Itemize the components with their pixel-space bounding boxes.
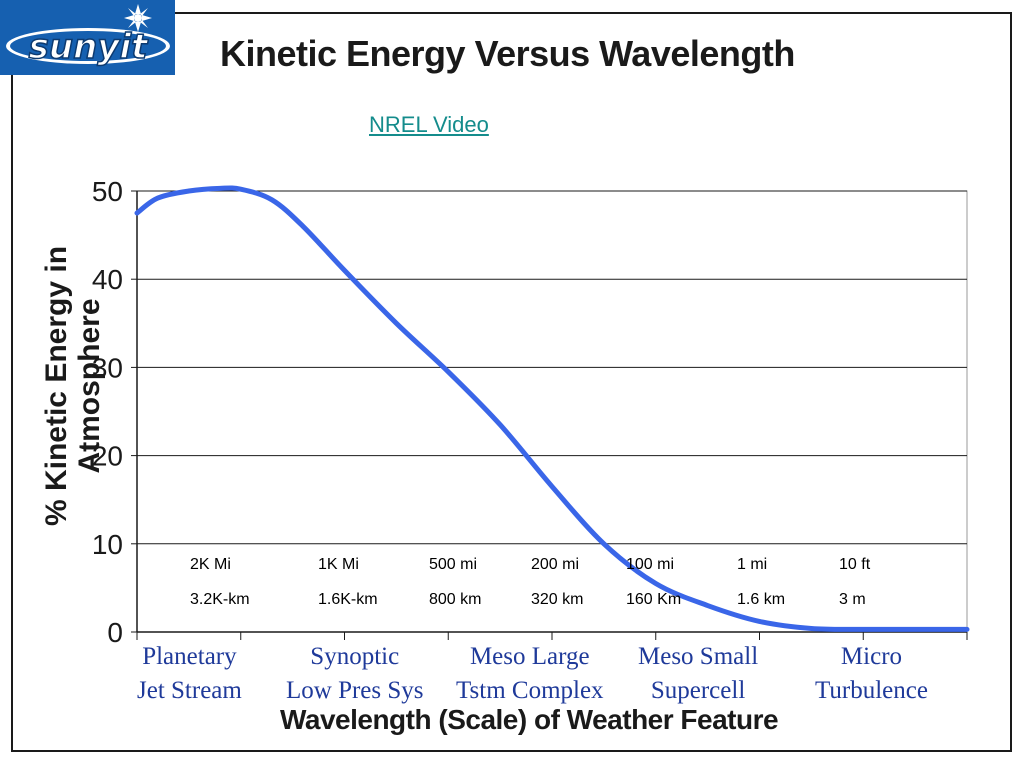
scale-km-label: 3 m xyxy=(839,591,866,608)
scale-mile-label: 100 mi xyxy=(626,556,675,573)
scale-mile-label: 2K Mi xyxy=(190,556,231,573)
category-name: Meso Large xyxy=(469,643,590,670)
scale-mile-label: 200 mi xyxy=(531,556,580,573)
scale-km-label: 3.2K-km xyxy=(190,591,250,608)
slide-frame xyxy=(11,12,1012,752)
category-detail: Low Pres Sys xyxy=(286,677,424,704)
y-tick-label: 30 xyxy=(92,352,123,383)
logo-graphic: sunyit xyxy=(6,4,170,68)
category-name: Meso Small xyxy=(638,643,759,670)
y-tick-label: 10 xyxy=(92,529,123,560)
category-micro: Micro Turbulence xyxy=(815,640,928,708)
scale-km-label: 160 Km xyxy=(626,591,682,608)
scale-km-label: 1.6 km xyxy=(737,591,786,608)
nrel-video-link[interactable]: NREL Video xyxy=(369,112,489,137)
energy-curve xyxy=(134,185,970,632)
category-planetary: Planetary Jet Stream xyxy=(137,640,242,708)
category-meso-large: Meso Large Tstm Complex xyxy=(456,640,604,708)
scale-km-label: 1.6K-km xyxy=(318,591,378,608)
scale-mile-label: 1 mi xyxy=(737,556,768,573)
category-detail: Turbulence xyxy=(815,677,928,704)
category-name: Micro xyxy=(840,643,903,670)
category-name: Planetary xyxy=(142,643,237,670)
y-tick-label: 50 xyxy=(92,176,123,207)
category-meso-small: Meso Small Supercell xyxy=(638,640,758,708)
category-name: Synoptic xyxy=(310,643,400,670)
category-synoptic: Synoptic Low Pres Sys xyxy=(286,640,424,708)
scale-mile-label: 500 mi xyxy=(429,556,478,573)
y-tick-label: 20 xyxy=(92,441,123,472)
scale-mile-label: 1K Mi xyxy=(318,556,359,573)
scale-mile-label: 10 ft xyxy=(839,556,871,573)
category-detail: Jet Stream xyxy=(137,677,242,704)
x-axis-label: Wavelength (Scale) of Weather Feature xyxy=(280,704,779,735)
scale-km-label: 800 km xyxy=(429,591,482,608)
y-axis-label: % Kinetic Energy in Atmosphere xyxy=(40,245,106,527)
slide-title: Kinetic Energy Versus Wavelength xyxy=(220,33,795,74)
category-detail: Supercell xyxy=(650,677,746,704)
logo-text: sunyit xyxy=(29,27,149,67)
category-detail: Tstm Complex xyxy=(456,677,604,704)
scale-km-label: 320 km xyxy=(531,591,584,608)
y-tick-label: 0 xyxy=(107,617,123,648)
y-tick-label: 40 xyxy=(92,264,123,295)
sunyit-logo: sunyit xyxy=(0,0,175,75)
